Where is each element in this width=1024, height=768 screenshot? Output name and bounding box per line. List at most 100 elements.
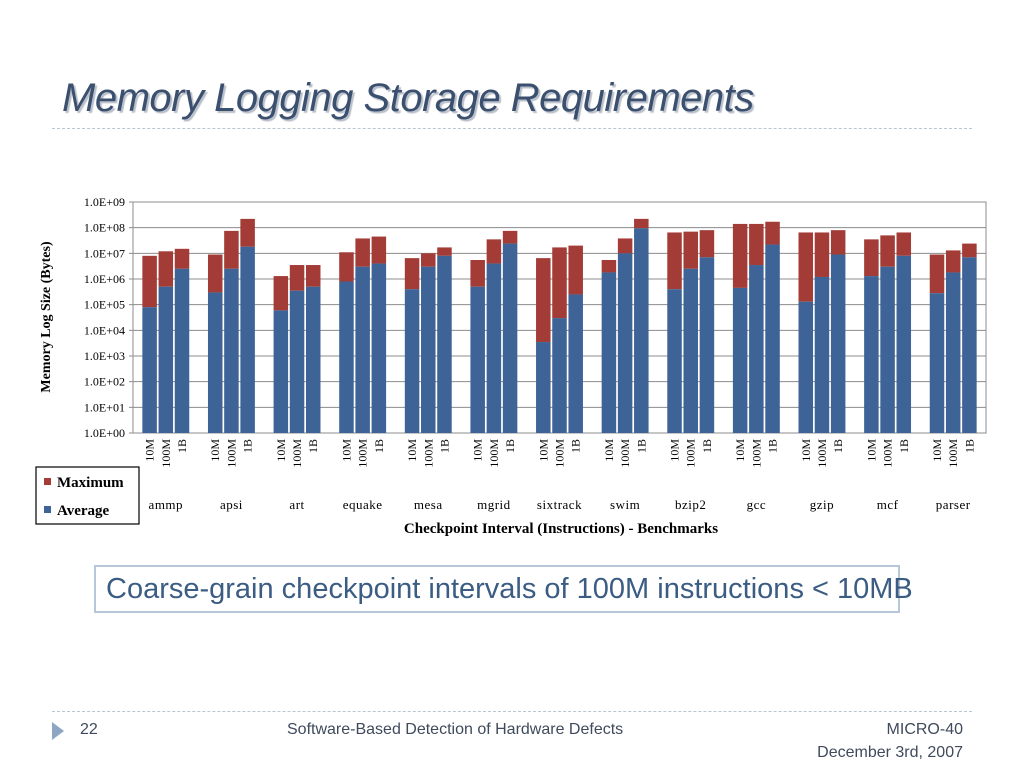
interval-label: 10M [799,439,813,462]
callout-text: Coarse-grain checkpoint intervals of 100… [106,573,913,605]
bar-maximum [634,218,649,229]
bar-average [158,286,174,433]
y-tick-label: 1.0E+00 [84,426,125,440]
interval-label: 1B [503,439,517,453]
bar-average [552,318,567,433]
interval-label: 1B [831,439,845,453]
interval-label: 100M [224,439,238,468]
bar-average [683,268,698,433]
interval-label: 100M [290,439,304,468]
bar-maximum [830,230,846,255]
interval-label: 1B [306,439,320,453]
benchmark-label: swim [610,497,640,512]
bar-maximum [880,235,895,267]
interval-label: 1B [175,439,189,453]
benchmark-label: mcf [877,497,899,512]
interval-label: 10M [208,439,222,462]
bar-maximum [289,265,305,291]
interval-label: 100M [684,439,698,468]
y-tick-label: 1.0E+03 [84,349,125,363]
footer-venue: MICRO-40 [886,721,963,738]
bar-average [749,265,764,433]
callout-box: Coarse-grain checkpoint intervals of 100… [94,565,913,613]
bar-maximum [864,239,879,277]
interval-label: 100M [881,439,895,468]
interval-label: 10M [143,439,157,462]
interval-label: 1B [700,439,714,453]
interval-label: 10M [602,439,616,462]
bar-maximum [421,253,436,267]
y-tick-label: 1.0E+04 [84,323,125,337]
bar-average [601,272,617,433]
bar-average [224,268,239,433]
bar-maximum [667,232,682,290]
y-axis-label: Memory Log Size (Bytes) [39,241,54,393]
bar-maximum [470,259,485,287]
benchmark-label: mesa [414,497,443,512]
interval-label: 10M [339,439,353,462]
benchmark-label: equake [343,497,383,512]
bar-average [502,243,518,433]
bar-maximum [240,218,255,247]
bar-average [486,263,502,433]
x-axis-label: Checkpoint Interval (Instructions) - Ben… [404,521,718,537]
benchmark-label: ammp [149,497,184,512]
bar-maximum [339,252,354,282]
interval-label: 10M [536,439,550,462]
bar-average [421,266,436,433]
bar-average [207,292,223,433]
bar-average [142,307,157,433]
footer-title: Software-Based Detection of Hardware Def… [287,721,624,738]
interval-label: 1B [634,439,648,453]
bar-average [814,276,830,433]
interval-label: 100M [618,439,632,468]
play-arrow-icon [52,722,64,740]
bar-average [732,287,748,433]
legend-label: Average [57,503,110,519]
bar-maximum [732,223,748,288]
bar-maximum [536,258,551,343]
bar-maximum [486,239,502,264]
bar-average [289,290,305,433]
bar-average [929,293,945,433]
interval-label: 10M [405,439,419,462]
bar-maximum [158,251,174,287]
bar-average [371,263,387,433]
bar-maximum [683,231,698,269]
bar-maximum [371,236,387,264]
y-tick-label: 1.0E+09 [84,195,125,209]
interval-label: 100M [946,439,960,468]
interval-label: 100M [815,439,829,468]
slide-title: Memory Logging Storage Requirements [62,76,754,120]
bar-maximum [568,245,583,295]
y-tick-label: 1.0E+05 [84,298,125,312]
interval-label: 100M [487,439,501,468]
y-tick-label: 1.0E+08 [84,221,125,235]
bar-maximum [437,247,452,256]
interval-label: 100M [356,439,370,468]
bar-average [273,310,289,433]
interval-label: 100M [159,439,173,468]
bar-average [667,289,682,433]
y-tick-label: 1.0E+01 [84,400,125,414]
benchmark-label: mgrid [477,497,511,512]
benchmark-label: sixtrack [537,497,582,512]
interval-label: 1B [372,439,386,453]
bar-average [437,255,452,433]
interval-label: 10M [930,439,944,462]
bar-maximum [945,250,961,273]
bar-average [470,286,485,433]
bar-maximum [502,230,518,244]
legend-label: Maximum [57,475,124,491]
bar-maximum [305,265,321,287]
bar-maximum [174,248,190,269]
title-divider [52,128,972,129]
bar-maximum [699,230,715,258]
interval-label: 100M [749,439,763,468]
bar-average [880,266,895,433]
bar-average [404,289,420,433]
bar-average [174,268,190,433]
bar-average [765,244,780,433]
page-number: 22 [80,721,98,738]
bar-average [240,246,255,433]
